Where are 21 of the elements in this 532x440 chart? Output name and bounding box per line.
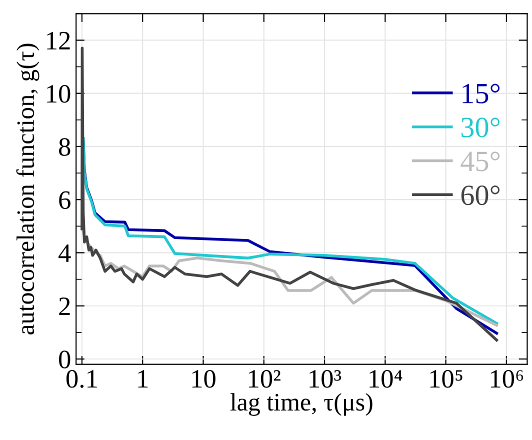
x-tick-label: 10² (249, 370, 280, 388)
legend-label: 45° (460, 152, 500, 172)
y-tick-label: 10 (47, 84, 70, 103)
y-axis-title: autocorrelation function, g(τ) (16, 44, 40, 334)
legend-label: 30° (462, 118, 500, 138)
y-tick-label: 4 (58, 244, 71, 262)
legend-label: 15° (462, 84, 500, 104)
x-tick-label: 10⁵ (430, 370, 462, 388)
x-tick-label: 10 (192, 370, 216, 388)
y-tick-label: 8 (59, 138, 70, 156)
y-tick-label: 2 (59, 298, 70, 316)
legend-label: 60° (461, 185, 500, 206)
x-tick-label: 10⁴ (370, 370, 402, 388)
y-tick-label: 6 (59, 191, 70, 210)
x-tick-label: 10⁶ (490, 370, 524, 388)
y-tick-label: 12 (47, 32, 70, 50)
x-tick-label: 0.1 (66, 370, 97, 388)
x-axis-title: lag time, τ(μs) (230, 393, 372, 416)
y-tick-label: 0 (59, 350, 70, 368)
x-tick-label: 10³ (310, 370, 342, 388)
x-tick-label: 1 (138, 370, 148, 388)
